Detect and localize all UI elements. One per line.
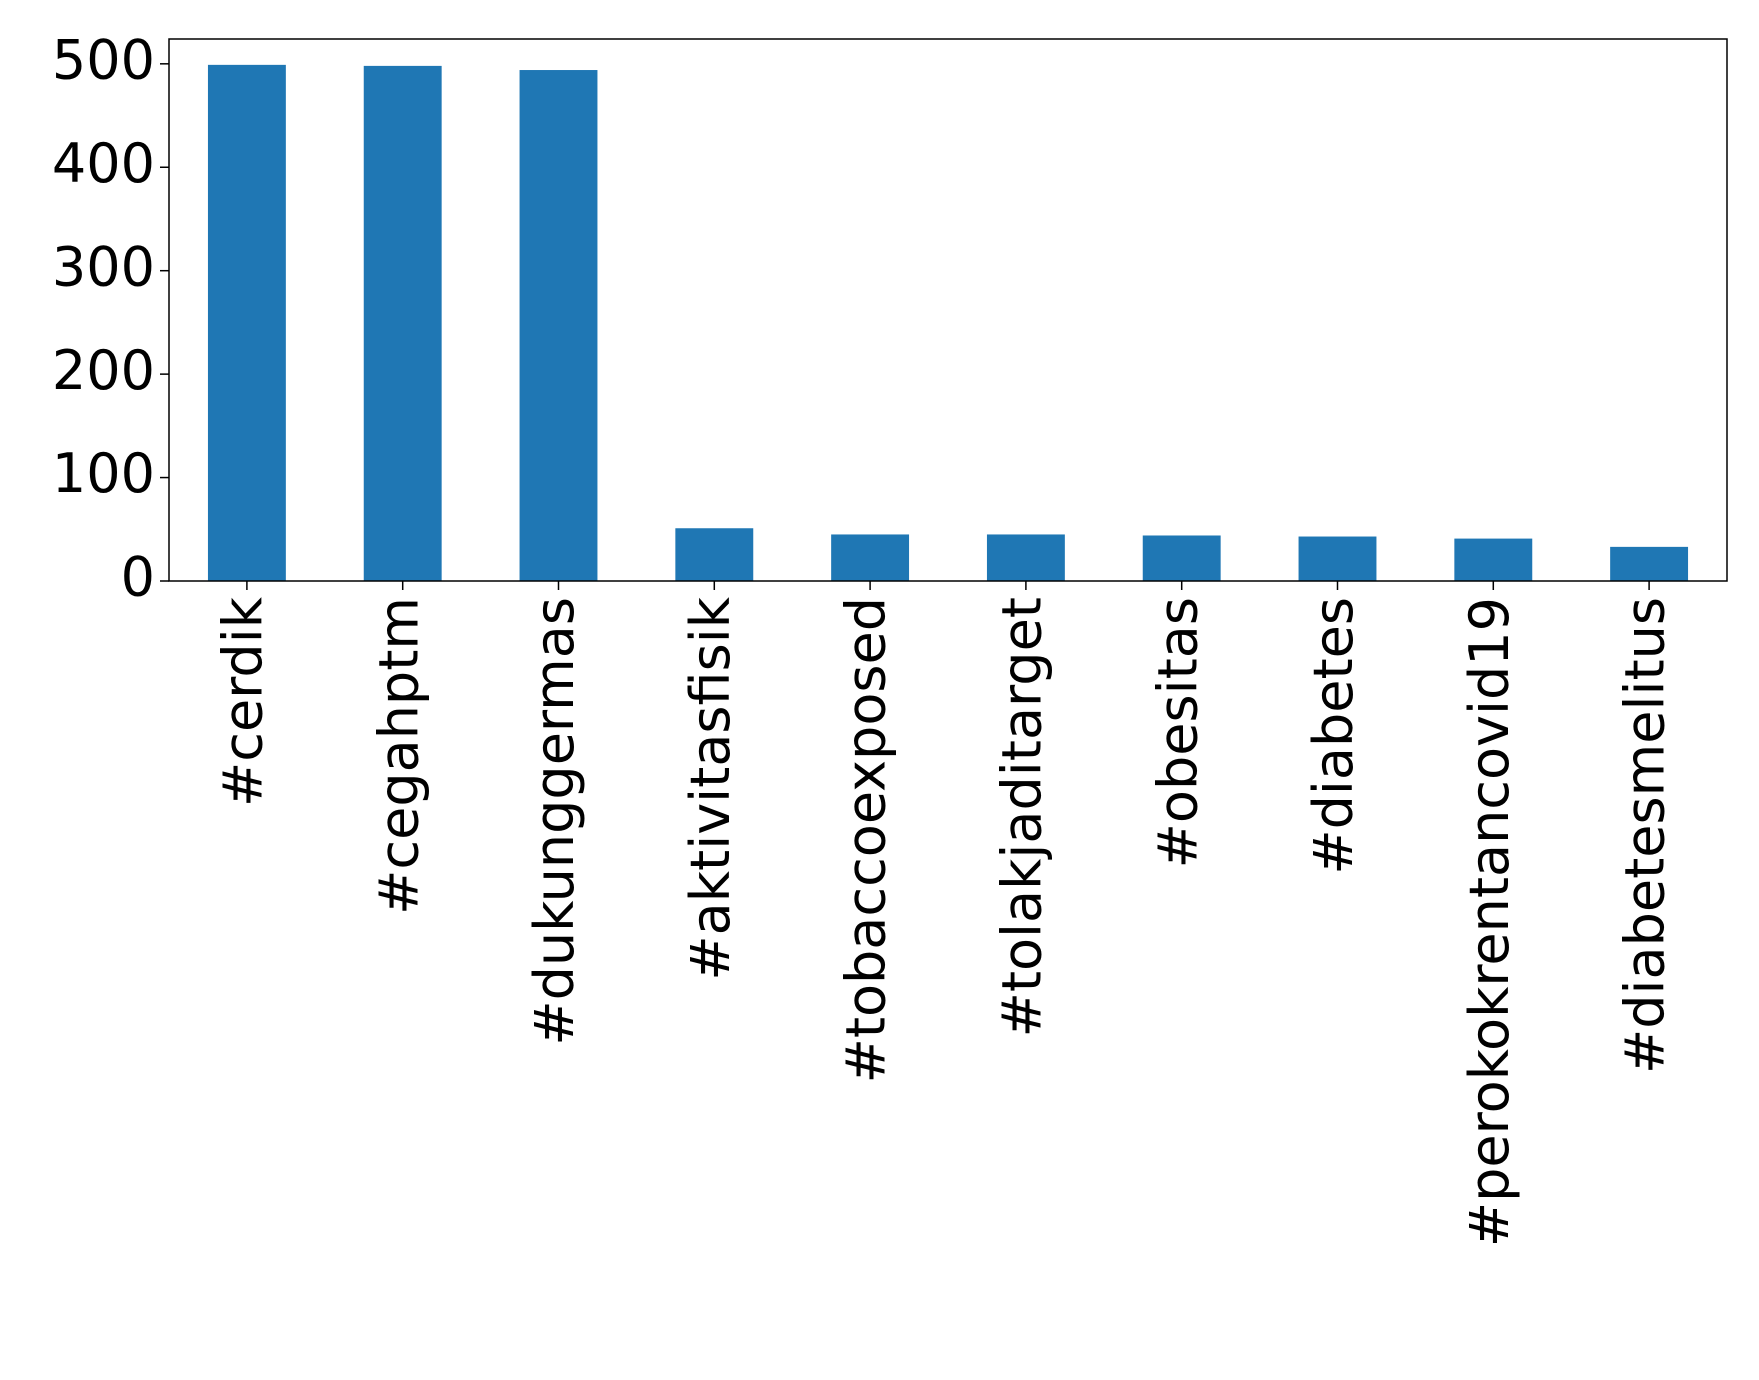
- bar: [675, 528, 754, 581]
- bar: [986, 534, 1065, 581]
- plot-frame: [168, 38, 1728, 582]
- x-tick-label: #dukunggermas: [523, 597, 586, 1046]
- x-tick-label: #cerdik: [212, 596, 275, 807]
- bar: [363, 65, 442, 581]
- x-tick-label: #cegahptm: [367, 597, 430, 915]
- bar: [207, 64, 286, 582]
- x-tick-label: #perokokrentancovid19: [1458, 597, 1521, 1247]
- y-tick-label: 300: [52, 235, 155, 298]
- y-tick-label: 0: [121, 546, 155, 609]
- x-tick-label: #tolakjaditarget: [991, 597, 1054, 1037]
- bar: [1298, 536, 1377, 581]
- bar: [1610, 546, 1689, 581]
- x-tick-label: #obesitas: [1146, 597, 1209, 868]
- x-tick-label: #diabetesmelitus: [1614, 597, 1677, 1074]
- bar: [1454, 538, 1533, 581]
- bar: [1142, 535, 1221, 581]
- x-tick-label: #diabetes: [1302, 597, 1365, 875]
- y-tick-label: 200: [52, 339, 155, 402]
- x-tick-label: #tobaccoexposed: [835, 597, 898, 1083]
- x-tick-label: #aktivitasfisik: [679, 596, 742, 980]
- y-tick-label: 100: [52, 442, 155, 505]
- y-tick-label: 400: [52, 132, 155, 195]
- bar: [831, 534, 910, 581]
- bar: [519, 70, 598, 582]
- y-tick-label: 500: [52, 28, 155, 91]
